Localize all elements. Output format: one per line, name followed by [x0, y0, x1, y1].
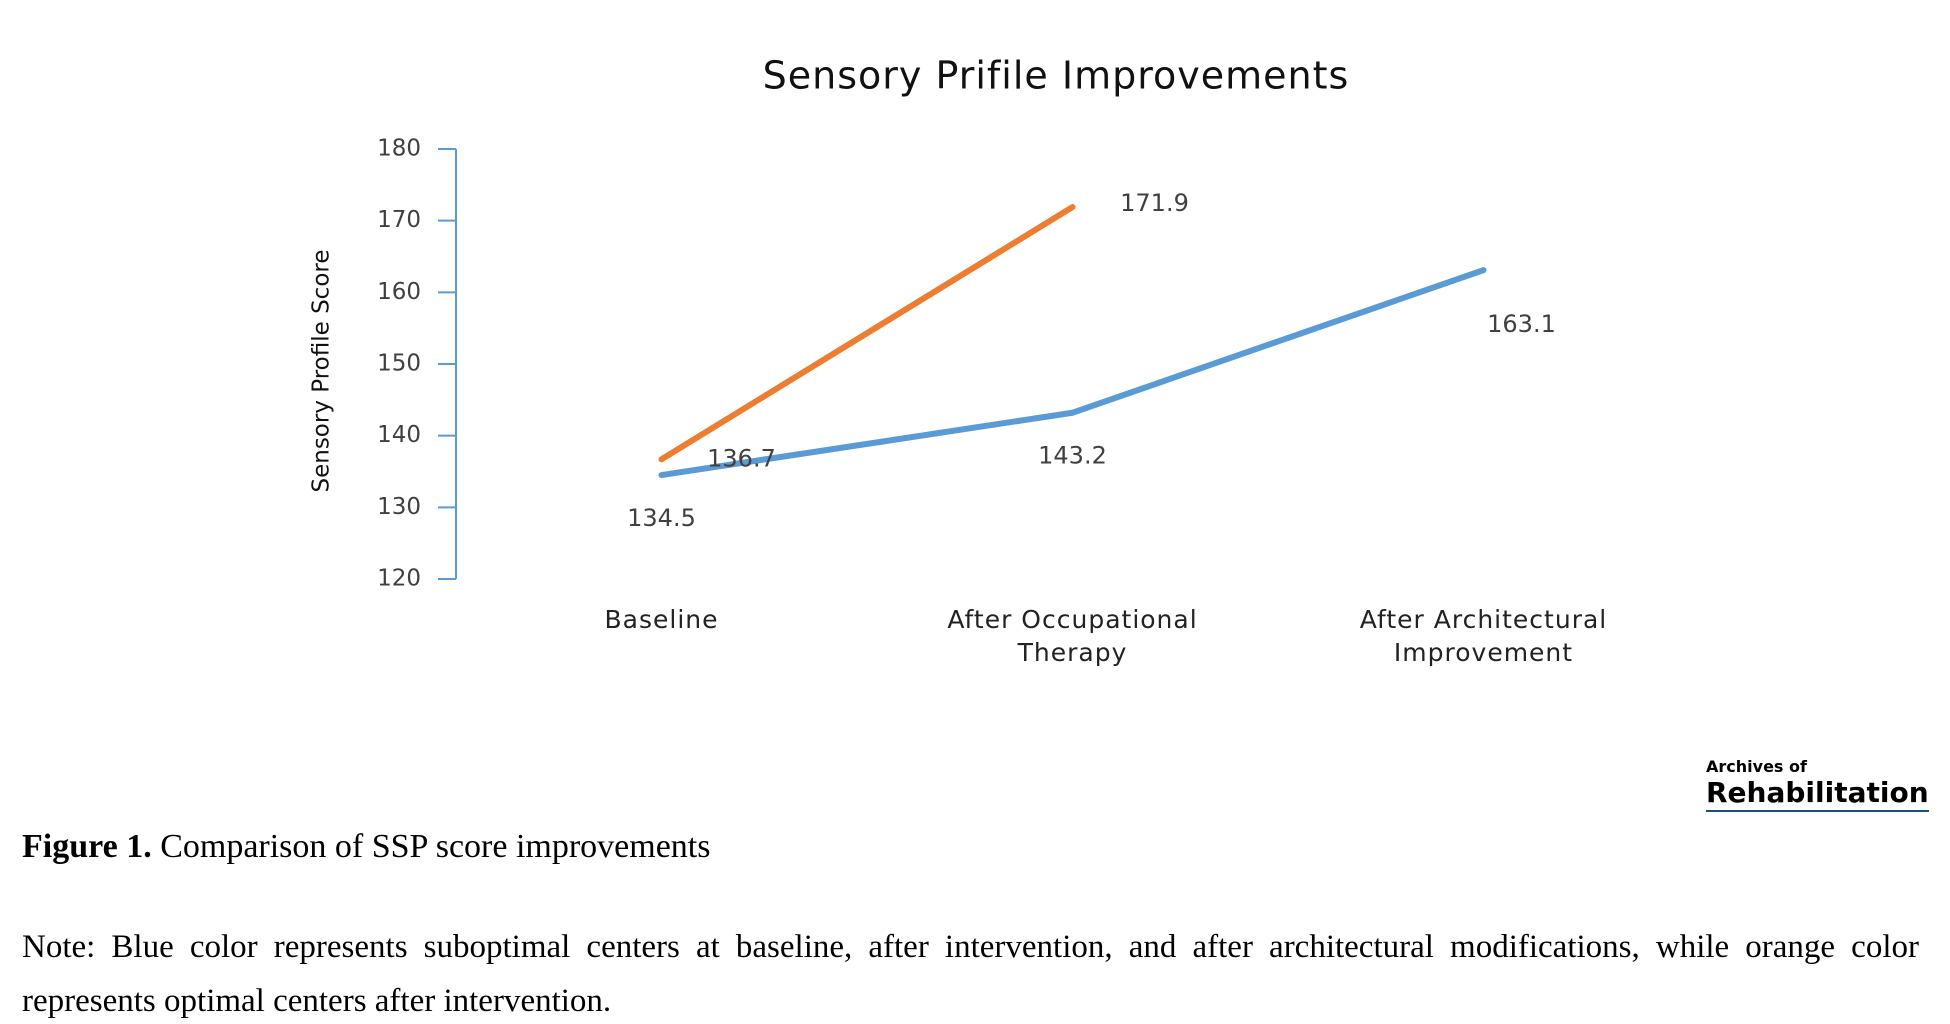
x-tick-label: After Architectural Improvement	[1359, 605, 1608, 667]
logo: Archives of Rehabilitation	[1706, 757, 1929, 812]
logo-top: Archives of	[1706, 757, 1807, 776]
note: Note: Blue color represents suboptimal c…	[22, 929, 1919, 1019]
data-label: 163.1	[1487, 310, 1556, 338]
y-tick-label: 180	[377, 136, 421, 162]
logo-name: Rehabilitation	[1706, 776, 1929, 812]
x-tick-label: Baseline	[604, 605, 719, 634]
y-tick-label: 150	[377, 351, 421, 377]
y-tick-label: 160	[377, 279, 421, 305]
series-line	[658, 204, 1076, 463]
caption: Figure 1. Comparison of SSP score improv…	[22, 828, 710, 866]
data-label: 134.5	[627, 504, 696, 532]
caption-label: Figure 1.	[22, 828, 152, 865]
caption-text: Comparison of SSP score improvements	[160, 828, 711, 865]
data-label: 171.9	[1120, 189, 1189, 217]
x-tick-label: After Occupational Therapy	[947, 605, 1198, 667]
y-tick-label: 130	[377, 494, 421, 520]
data-label: 136.7	[707, 444, 776, 472]
y-axis-title: Sensory Profile Score	[309, 249, 335, 492]
y-tick-label: 170	[377, 207, 421, 233]
chart: Sensory Prifile Improvements Sensory Pro…	[309, 54, 1556, 592]
y-tick-label: 120	[377, 566, 421, 592]
series-line	[658, 267, 1487, 479]
data-label: 143.2	[1038, 442, 1107, 470]
chart-title: Sensory Prifile Improvements	[763, 54, 1350, 98]
y-tick-label: 140	[377, 422, 421, 448]
